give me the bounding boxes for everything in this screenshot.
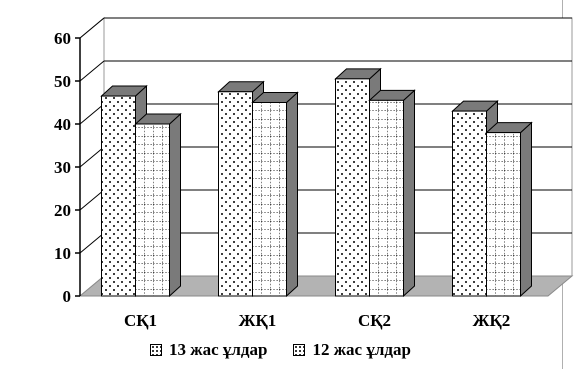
y-tick-label: 0 [63,287,72,306]
bar-chart: 0 10 20 30 40 50 60 СҚ1 ЖҚ1 СҚ2 ЖҚ2 [54,16,574,330]
category-labels: СҚ1 ЖҚ1 СҚ2 ЖҚ2 [124,311,510,330]
y-tick-label: 60 [54,29,71,48]
bar-2-2 [251,91,299,298]
y-tick-label: 20 [54,201,71,220]
legend-label-series-2: 12 жас ұлдар [312,340,411,359]
legend-item-series-2: 12 жас ұлдар [293,340,411,360]
y-tick-label: 50 [54,72,71,91]
gridline-side [79,146,105,168]
bars [100,67,533,298]
gridline-side [79,17,105,39]
bar-2-4 [485,121,533,298]
gridline-side [79,103,105,125]
gridline-side [79,60,105,82]
legend-item-series-1: 13 жас ұлдар [150,340,267,360]
y-tick-label: 40 [54,115,71,134]
category-label-1: СҚ1 [124,311,157,330]
category-label-3: СҚ2 [358,311,391,330]
gridline-side [79,232,105,254]
y-axis: 0 10 20 30 40 50 60 [54,29,81,306]
legend-swatch-grid-icon [293,344,306,356]
y-tick-label: 10 [54,244,71,263]
legend-swatch-dots-icon [150,344,162,356]
category-label-2: ЖҚ1 [239,311,277,330]
bar-2-3 [368,89,416,298]
gridline-side [79,189,105,211]
legend-label-series-1: 13 жас ұлдар [169,340,268,359]
bar-2-1 [134,112,182,298]
legend: 13 жас ұлдар 12 жас ұлдар [150,340,411,360]
y-tick-label: 30 [54,158,71,177]
category-label-4: ЖҚ2 [473,311,511,330]
